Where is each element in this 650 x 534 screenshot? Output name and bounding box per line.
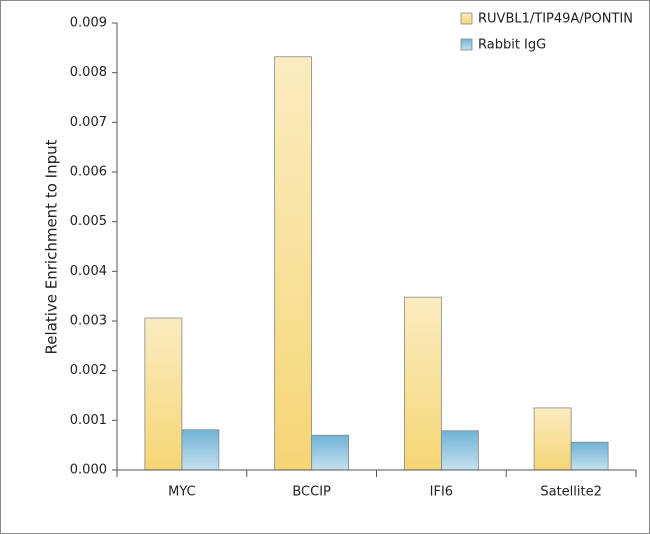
y-axis-label: Relative Enrichment to Input xyxy=(43,139,61,354)
bar xyxy=(181,429,220,471)
y-tick-label: 0.008 xyxy=(70,65,107,80)
y-tick-label: 0.006 xyxy=(70,165,107,180)
bar xyxy=(311,434,350,471)
bar xyxy=(440,430,479,471)
bar xyxy=(144,317,183,471)
x-tick-label: IFI6 xyxy=(430,485,453,500)
y-tick-label: 0.002 xyxy=(70,363,107,378)
bar xyxy=(274,56,313,471)
x-tick-label: MYC xyxy=(168,485,196,500)
legend-swatch xyxy=(460,12,473,25)
y-tick-label: 0.004 xyxy=(70,264,107,279)
y-tick-label: 0.005 xyxy=(70,214,107,229)
legend-swatch xyxy=(460,38,473,51)
y-tick-label: 0.003 xyxy=(70,314,107,329)
bar xyxy=(403,296,442,471)
x-tick-label: Satellite2 xyxy=(540,485,602,500)
bar xyxy=(570,441,609,471)
bar xyxy=(533,407,572,471)
x-tick-label: BCCIP xyxy=(292,485,331,500)
y-tick-label: 0.007 xyxy=(70,115,107,130)
y-tick-label: 0.009 xyxy=(70,16,107,31)
legend-label: Rabbit IgG xyxy=(478,38,546,53)
y-tick-label: 0.000 xyxy=(70,463,107,478)
y-tick-label: 0.001 xyxy=(70,413,107,428)
legend-label: RUVBL1/TIP49A/PONTIN xyxy=(478,12,633,27)
